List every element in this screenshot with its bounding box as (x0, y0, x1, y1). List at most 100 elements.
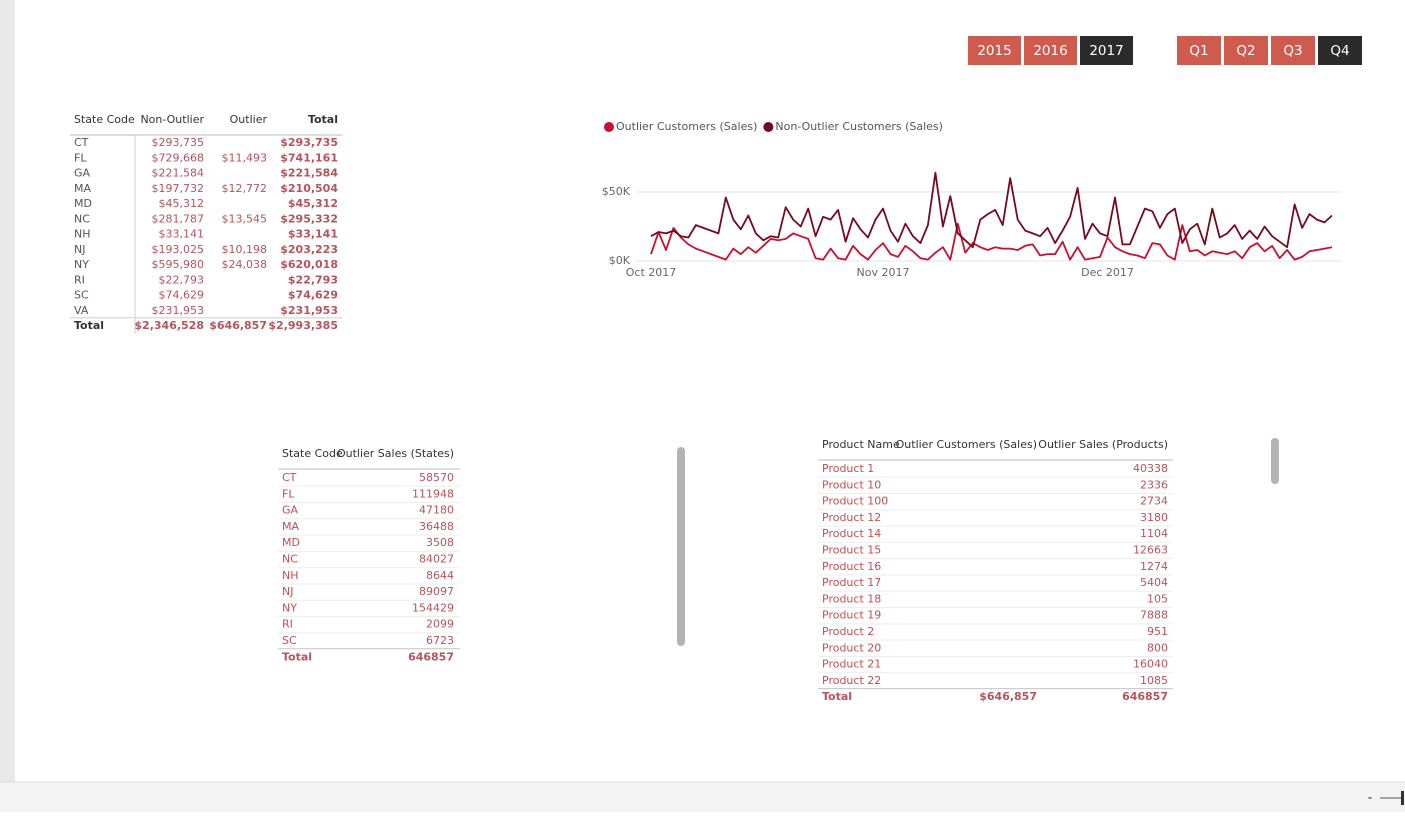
x-tick-label: Oct 2017 (626, 266, 677, 279)
slicer-label: Q4 (1330, 43, 1349, 59)
cell: CT (74, 136, 89, 149)
cell: 1085 (1140, 674, 1168, 687)
scrollbar[interactable] (1271, 438, 1279, 484)
cell: $595,980 (152, 258, 205, 271)
legend-swatch (604, 122, 614, 132)
column-header: Non-Outlier (140, 113, 204, 126)
cell: VA (74, 304, 89, 317)
column-header: Outlier (230, 113, 268, 126)
slicer-button[interactable]: 2015 (968, 36, 1021, 65)
cell: RI (282, 618, 293, 631)
x-tick-label: Nov 2017 (857, 266, 910, 279)
cell: $22,793 (159, 273, 205, 286)
slicer-button[interactable]: 2017 (1080, 36, 1133, 65)
slicer-button-bg (968, 36, 1021, 65)
cell: 1274 (1140, 560, 1168, 573)
cell: Product 18 (822, 592, 881, 605)
cell: 89097 (419, 585, 454, 598)
cell: Product 10 (822, 478, 881, 491)
cell: $10,198 (222, 243, 268, 256)
cell: $741,161 (280, 151, 338, 164)
cell: MD (74, 197, 92, 210)
slicer-label: 2015 (977, 43, 1011, 59)
cell: $22,793 (288, 273, 338, 286)
cell: Product 16 (822, 560, 881, 573)
cell: NH (282, 569, 299, 582)
cell: 154429 (412, 601, 454, 614)
cell: FL (282, 487, 295, 500)
slicer-label: 2016 (1033, 43, 1067, 59)
cell: $281,787 (152, 212, 205, 225)
cell: $33,141 (159, 228, 205, 241)
cell: $12,772 (222, 182, 268, 195)
cell: 2099 (426, 618, 454, 631)
cell: SC (74, 289, 89, 302)
column-header: State Code (74, 113, 135, 126)
column-header: State Code (282, 447, 343, 460)
slicer-button-bg (1318, 36, 1362, 65)
cell: $45,312 (159, 197, 205, 210)
cell: $620,018 (280, 258, 338, 271)
slicer-button[interactable]: 2016 (1024, 36, 1077, 65)
cell: 5404 (1140, 576, 1168, 589)
cell: Product 14 (822, 527, 881, 540)
cell: $210,504 (280, 182, 338, 195)
cell: $197,732 (152, 182, 205, 195)
cell: $203,223 (280, 243, 338, 256)
cell: $74,629 (288, 289, 338, 302)
cell: MD (282, 536, 300, 549)
cell: 58570 (419, 471, 454, 484)
zoom-out[interactable]: - (1368, 791, 1373, 806)
cell: NC (74, 212, 90, 225)
cell: 3508 (426, 536, 454, 549)
cell: SC (282, 634, 297, 647)
cell: $221,584 (152, 167, 205, 180)
slicer-button-bg (1224, 36, 1268, 65)
cell: NH (74, 228, 91, 241)
slicer-button-bg (1024, 36, 1077, 65)
cell: GA (74, 167, 91, 180)
cell: Product 19 (822, 609, 881, 622)
cell: Product 12 (822, 511, 881, 524)
slicer-button[interactable]: Q3 (1271, 36, 1315, 65)
zoom-handle[interactable] (1401, 791, 1404, 805)
slicer-button[interactable]: Q4 (1318, 36, 1362, 65)
total-cell: $646,857 (979, 690, 1037, 703)
scrollbar[interactable] (677, 447, 685, 646)
cell: Product 21 (822, 658, 881, 671)
cell: 951 (1147, 625, 1168, 638)
cell: $293,735 (152, 136, 205, 149)
cell: $221,584 (280, 167, 338, 180)
total-cell: $646,857 (209, 319, 267, 332)
cell: 12663 (1133, 544, 1168, 557)
cell: $231,953 (152, 304, 205, 317)
total-cell: 646857 (408, 650, 454, 663)
slicer-label: 2017 (1089, 43, 1123, 59)
cell: $45,312 (288, 197, 338, 210)
slicer-button[interactable]: Q2 (1224, 36, 1268, 65)
cell: 1104 (1140, 527, 1168, 540)
cell: 3180 (1140, 511, 1168, 524)
cell: GA (282, 504, 299, 517)
cell: MA (282, 520, 299, 533)
y-tick-label: $50K (602, 185, 631, 198)
total-cell: 646857 (1122, 690, 1168, 703)
column-header: Outlier Customers (Sales) (896, 438, 1037, 451)
cell: 7888 (1140, 609, 1168, 622)
cell: CT (282, 471, 297, 484)
slicer-button[interactable]: Q1 (1177, 36, 1221, 65)
column-header: Outlier Sales (States) (337, 447, 454, 460)
cell: $293,735 (280, 136, 338, 149)
total-cell: Total (282, 650, 312, 663)
slicer-button-bg (1080, 36, 1133, 65)
cell: 105 (1147, 592, 1168, 605)
cell: $74,629 (159, 289, 205, 302)
slicer-label: Q3 (1283, 43, 1302, 59)
slicer-button-bg (1177, 36, 1221, 65)
cell: $729,668 (152, 151, 205, 164)
left-strip (0, 0, 15, 782)
cell: $11,493 (222, 151, 268, 164)
cell: NY (74, 258, 89, 271)
cell: Product 20 (822, 641, 881, 654)
